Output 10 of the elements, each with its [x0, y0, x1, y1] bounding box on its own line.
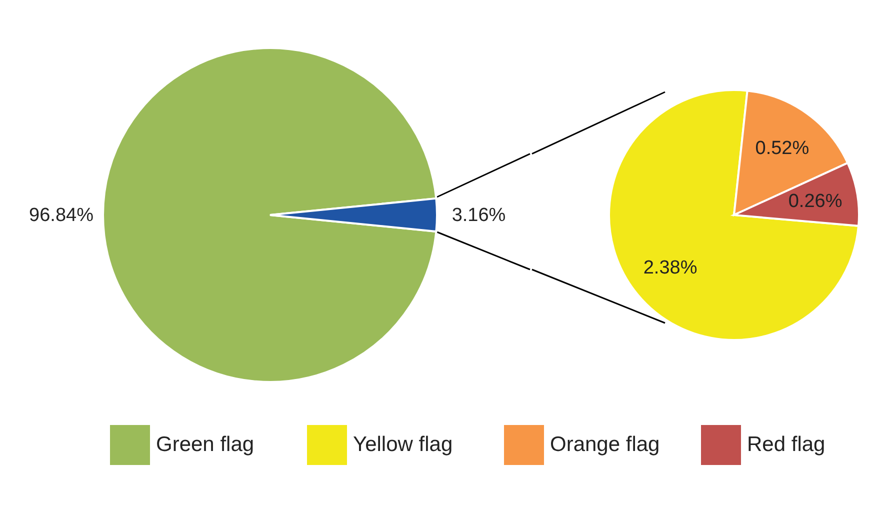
data-label: 96.84%: [29, 205, 94, 226]
legend-label: Orange flag: [550, 433, 660, 456]
pie-slice: [102, 47, 438, 383]
legend-label: Red flag: [747, 433, 826, 456]
data-label: 3.16%: [452, 204, 506, 226]
data-label: 2.38%: [643, 257, 698, 278]
data-label: 0.52%: [755, 138, 810, 160]
data-label: 0.26%: [788, 190, 842, 212]
legend-label: Green flag: [156, 433, 254, 456]
legend-label: Yellow flag: [353, 433, 453, 456]
